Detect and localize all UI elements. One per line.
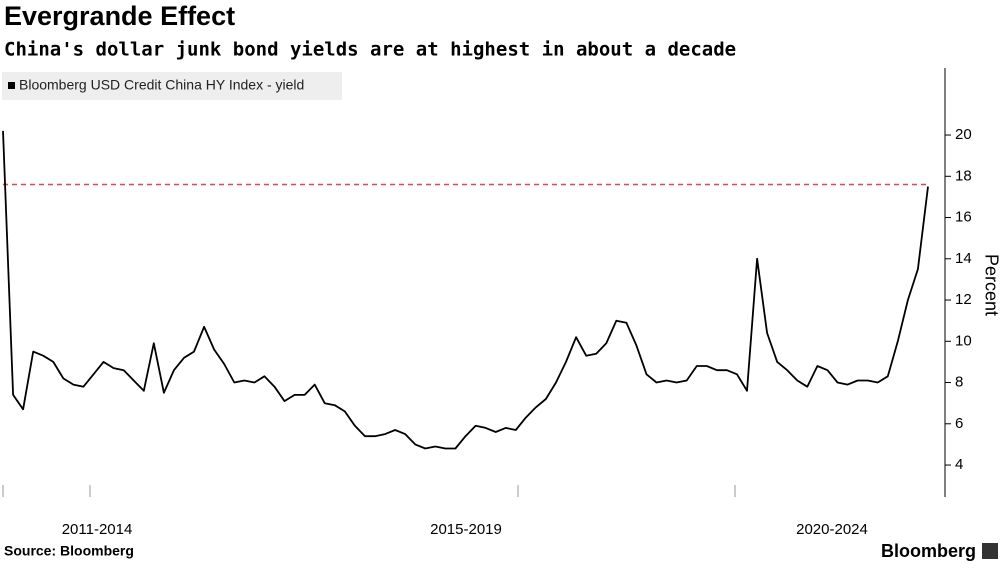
brand-icon <box>982 543 998 559</box>
x-period-label: 2011-2014 <box>62 521 133 538</box>
y-axis-label: Percent <box>981 254 1001 316</box>
chart-title: Evergrande Effect <box>4 1 235 31</box>
legend-label: Bloomberg USD Credit China HY Index - yi… <box>19 77 304 93</box>
x-period-label: 2020-2024 <box>796 521 868 538</box>
y-tick-label: 4 <box>955 456 963 473</box>
brand: Bloomberg <box>881 541 976 561</box>
y-tick-label: 18 <box>955 167 972 184</box>
data-line <box>2 130 929 450</box>
y-tick-label: 16 <box>955 209 972 226</box>
y-tick-label: 14 <box>955 250 972 267</box>
y-tick-label: 6 <box>955 415 963 432</box>
chart-subtitle: China's dollar junk bond yields are at h… <box>4 39 736 61</box>
x-period-label: 2015-2019 <box>430 521 502 538</box>
y-tick-label: 8 <box>955 374 963 391</box>
y-tick-label: 10 <box>955 332 972 349</box>
legend-swatch <box>8 82 15 89</box>
source: Source: Bloomberg <box>4 543 134 559</box>
y-tick-label: 12 <box>955 291 972 308</box>
y-tick-label: 20 <box>955 126 972 143</box>
legend-box <box>2 72 342 100</box>
